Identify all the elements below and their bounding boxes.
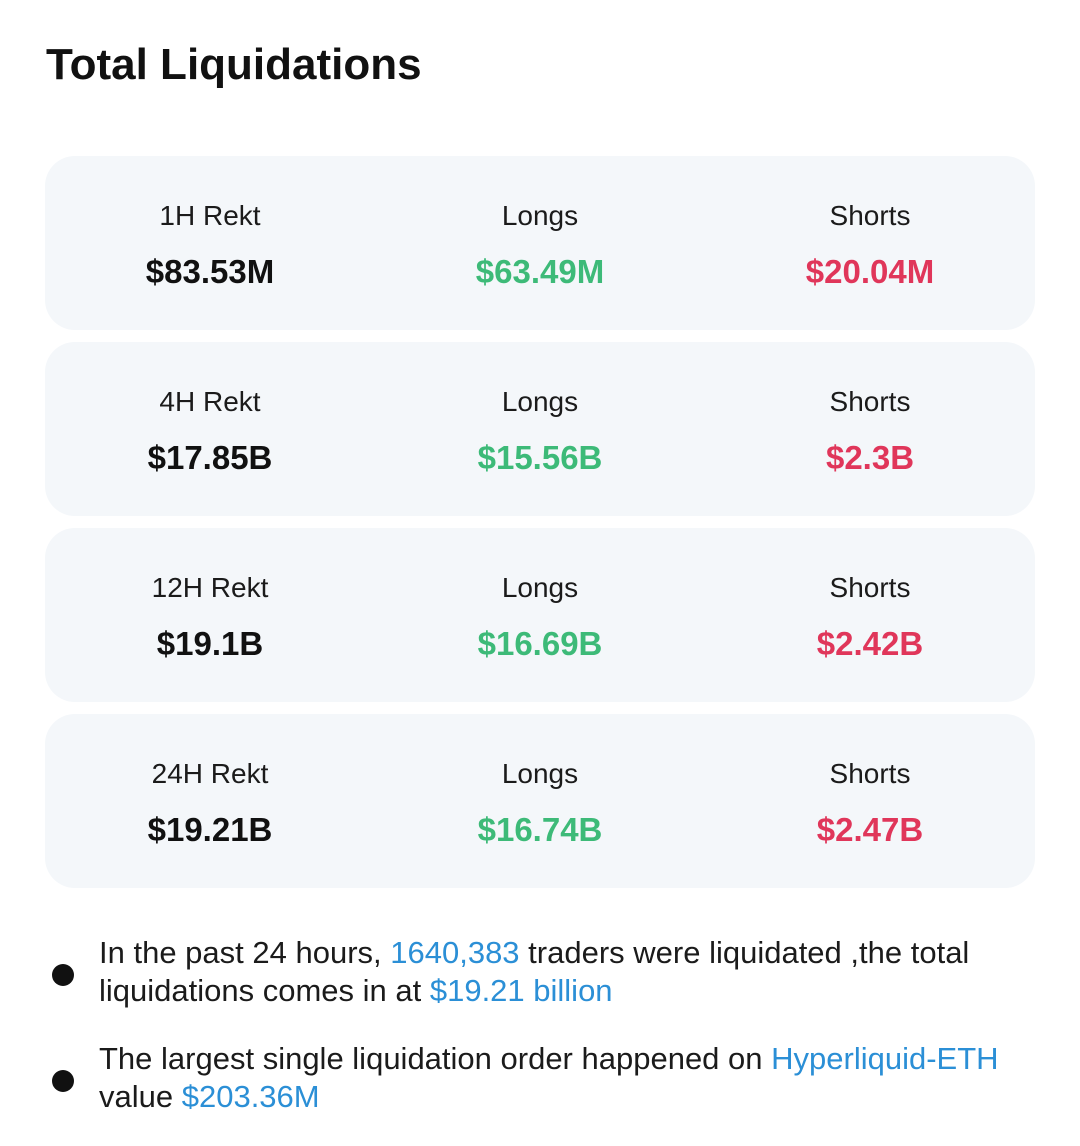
total-label: 12H Rekt	[151, 572, 269, 603]
page-title: Total Liquidations	[46, 40, 422, 89]
shorts-label: Shorts	[829, 758, 911, 789]
liquidation-card-4h: 4H Rekt $17.85B Longs $15.56B Shorts $2.…	[45, 342, 1035, 516]
shorts-label: Shorts	[829, 200, 911, 231]
note-text-part: The largest single liquidation order hap…	[99, 1041, 772, 1076]
bullet-icon	[52, 1070, 74, 1092]
longs-column: Longs $16.74B	[375, 714, 705, 888]
shorts-value: $2.3B	[825, 439, 915, 476]
liquidation-card-1h: 1H Rekt $83.53M Longs $63.49M Shorts $20…	[45, 156, 1035, 330]
shorts-label: Shorts	[829, 572, 911, 603]
longs-value: $15.56B	[477, 439, 603, 476]
shorts-value: $2.42B	[816, 625, 924, 662]
total-value: $17.85B	[147, 439, 273, 476]
traders-count: 1640,383	[390, 935, 520, 970]
note-text-part: traders were liquidated ,the total liqui…	[99, 935, 970, 1008]
note-text: The largest single liquidation order hap…	[99, 1040, 1039, 1116]
total-label: 1H Rekt	[159, 200, 261, 231]
largest-order-value: $203.36M	[181, 1079, 320, 1114]
longs-label: Longs	[501, 386, 579, 417]
shorts-column: Shorts $20.04M	[705, 156, 1035, 330]
total-column: 1H Rekt $83.53M	[45, 156, 375, 330]
bullet-icon	[52, 964, 74, 986]
total-label: 24H Rekt	[151, 758, 269, 789]
longs-column: Longs $16.69B	[375, 528, 705, 702]
longs-column: Longs $15.56B	[375, 342, 705, 516]
shorts-value: $20.04M	[805, 253, 935, 290]
longs-value: $63.49M	[475, 253, 605, 290]
shorts-label: Shorts	[829, 386, 911, 417]
note-text-part: In the past 24 hours,	[99, 935, 391, 970]
longs-label: Longs	[501, 758, 579, 789]
total-value: $83.53M	[145, 253, 275, 290]
total-label: 4H Rekt	[159, 386, 261, 417]
liquidation-card-12h: 12H Rekt $19.1B Longs $16.69B Shorts $2.…	[45, 528, 1035, 702]
note-text: In the past 24 hours, 1640,383 traders w…	[99, 934, 1039, 1010]
longs-value: $16.74B	[477, 811, 603, 848]
note-largest-order: The largest single liquidation order hap…	[52, 1040, 1042, 1116]
note-text-part: value	[99, 1079, 182, 1114]
total-column: 4H Rekt $17.85B	[45, 342, 375, 516]
longs-value: $16.69B	[477, 625, 603, 662]
summary-notes: In the past 24 hours, 1640,383 traders w…	[52, 934, 1042, 1146]
shorts-column: Shorts $2.42B	[705, 528, 1035, 702]
total-column: 24H Rekt $19.21B	[45, 714, 375, 888]
longs-label: Longs	[501, 200, 579, 231]
longs-column: Longs $63.49M	[375, 156, 705, 330]
exchange-pair-link[interactable]: Hyperliquid-ETH	[771, 1041, 999, 1076]
total-value: $19.1B	[156, 625, 264, 662]
shorts-value: $2.47B	[816, 811, 924, 848]
liquidation-card-24h: 24H Rekt $19.21B Longs $16.74B Shorts $2…	[45, 714, 1035, 888]
shorts-column: Shorts $2.47B	[705, 714, 1035, 888]
note-traders-liquidated: In the past 24 hours, 1640,383 traders w…	[52, 934, 1042, 1010]
total-liquidation-amount: $19.21 billion	[429, 973, 613, 1008]
shorts-column: Shorts $2.3B	[705, 342, 1035, 516]
total-value: $19.21B	[147, 811, 273, 848]
longs-label: Longs	[501, 572, 579, 603]
total-column: 12H Rekt $19.1B	[45, 528, 375, 702]
liquidation-cards: 1H Rekt $83.53M Longs $63.49M Shorts $20…	[45, 156, 1035, 900]
